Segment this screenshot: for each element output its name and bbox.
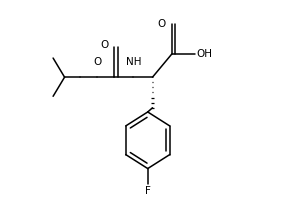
Text: O: O (100, 40, 108, 50)
Text: NH: NH (126, 57, 141, 67)
Text: OH: OH (197, 49, 212, 59)
Text: O: O (158, 19, 166, 29)
Text: O: O (93, 57, 101, 67)
Text: F: F (145, 186, 151, 196)
